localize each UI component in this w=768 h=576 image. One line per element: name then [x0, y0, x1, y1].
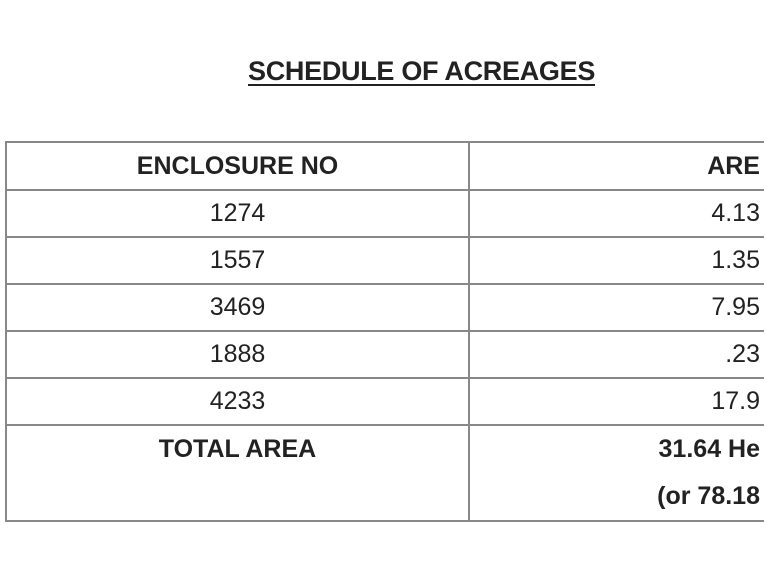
table-row: 3469 7.95: [5, 283, 764, 332]
table-row: 4233 17.9: [5, 377, 764, 426]
total-acres: (or 78.18: [657, 482, 760, 510]
table-header: ENCLOSURE NO ARE: [5, 141, 764, 191]
page-title: SCHEDULE OF ACREAGES: [248, 56, 596, 86]
enclosure-cell: 1888: [5, 330, 470, 379]
header-enclosure-no: ENCLOSURE NO: [5, 141, 470, 191]
total-label: TOTAL AREA: [5, 424, 470, 522]
table-row: 1274 4.13: [5, 189, 764, 238]
total-hectares: 31.64 He: [658, 435, 760, 463]
area-cell: .23: [468, 330, 764, 379]
header-area: ARE: [468, 141, 764, 191]
area-cell: 17.9: [468, 377, 764, 426]
total-value: 31.64 He (or 78.18: [468, 424, 764, 522]
enclosure-cell: 1274: [5, 189, 470, 238]
acreage-table: ENCLOSURE NO ARE 1274 4.13 1557 1.35 346…: [5, 141, 764, 522]
enclosure-cell: 4233: [5, 377, 470, 426]
area-cell: 7.95: [468, 283, 764, 332]
enclosure-cell: 3469: [5, 283, 470, 332]
total-row: TOTAL AREA 31.64 He (or 78.18: [5, 424, 764, 522]
table-row: 1557 1.35: [5, 236, 764, 285]
area-cell: 1.35: [468, 236, 764, 285]
table-row: 1888 .23: [5, 330, 764, 379]
area-cell: 4.13: [468, 189, 764, 238]
enclosure-cell: 1557: [5, 236, 470, 285]
